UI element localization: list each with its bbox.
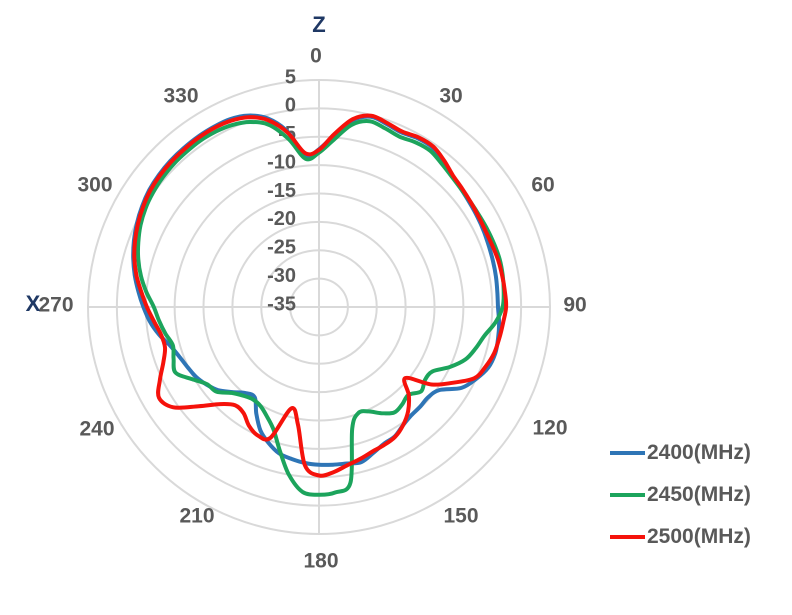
legend-label-2500mhz: 2500(MHz) bbox=[647, 524, 751, 548]
radial-tick-label--25: -25 bbox=[267, 237, 296, 259]
x-axis-title: X bbox=[25, 291, 41, 316]
z-axis-title: Z bbox=[312, 12, 326, 37]
series-line-2500mhz bbox=[132, 113, 509, 478]
legend-item-2500mhz: 2500(MHz) bbox=[610, 520, 751, 553]
angle-label-330: 330 bbox=[163, 85, 198, 108]
angle-label-30: 30 bbox=[439, 85, 462, 108]
legend: 2400(MHz) 2450(MHz) 2500(MHz) bbox=[610, 436, 751, 553]
legend-label-2450mhz: 2450(MHz) bbox=[647, 482, 751, 506]
radial-tick-label--20: -20 bbox=[267, 208, 296, 230]
radial-tick-label--30: -30 bbox=[267, 265, 296, 287]
radial-tick-label-0: 0 bbox=[285, 95, 296, 117]
angle-label-150: 150 bbox=[443, 505, 478, 528]
angle-label-90: 90 bbox=[563, 294, 586, 317]
legend-item-2450mhz: 2450(MHz) bbox=[610, 478, 751, 511]
angle-label-120: 120 bbox=[532, 417, 567, 440]
legend-label-2400mhz: 2400(MHz) bbox=[647, 440, 751, 464]
radial-tick-label-5: 5 bbox=[285, 66, 296, 88]
angle-label-240: 240 bbox=[79, 418, 114, 441]
radial-tick-label--35: -35 bbox=[267, 293, 296, 315]
angle-label-180: 180 bbox=[303, 550, 338, 573]
radial-tick-label--15: -15 bbox=[267, 180, 296, 202]
angle-label-210: 210 bbox=[179, 505, 214, 528]
legend-swatch-2450mhz bbox=[610, 492, 645, 497]
angle-label-60: 60 bbox=[531, 174, 554, 197]
legend-swatch-2500mhz bbox=[610, 534, 645, 539]
angle-label-0: 0 bbox=[310, 45, 322, 68]
legend-item-2400mhz: 2400(MHz) bbox=[610, 436, 751, 469]
radial-tick-label--10: -10 bbox=[267, 151, 296, 173]
angle-label-300: 300 bbox=[77, 174, 112, 197]
legend-swatch-2400mhz bbox=[610, 450, 645, 455]
angle-label-270: 270 bbox=[38, 294, 73, 317]
